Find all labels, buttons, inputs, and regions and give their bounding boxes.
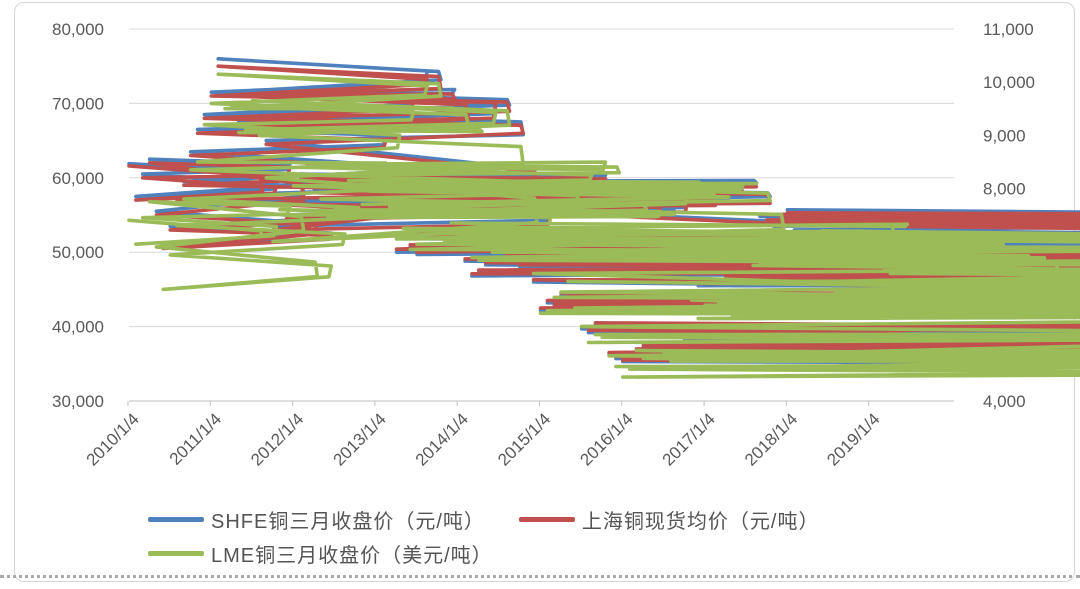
legend-item-spot: 上海铜现货均价（元/吨） — [518, 505, 820, 534]
x-axis-tick-label: 2015/1/4 — [494, 409, 554, 469]
left-axis-tick-label: 70,000 — [52, 94, 104, 113]
legend-label-spot: 上海铜现货均价（元/吨） — [581, 511, 820, 533]
legend-dash-spot — [518, 517, 575, 522]
x-axis-tick-label: 2016/1/4 — [576, 409, 636, 469]
legend-item-lme: LME铜三月收盘价（美元/吨） — [148, 539, 493, 568]
left-axis-tick-label: 80,000 — [52, 20, 104, 39]
right-axis-tick-label: 4,000 — [983, 392, 1026, 411]
left-axis-tick-label: 60,000 — [52, 169, 104, 188]
right-axis-tick-label: 9,000 — [983, 126, 1026, 145]
legend-row-1: SHFE铜三月收盘价（元/吨） 上海铜现货均价（元/吨） — [148, 505, 819, 534]
legend-label-lme: LME铜三月收盘价（美元/吨） — [211, 545, 493, 567]
x-axis-tick-label: 2010/1/4 — [83, 409, 143, 469]
legend-label-shfe: SHFE铜三月收盘价（元/吨） — [211, 511, 485, 533]
x-axis-tick-label: 2013/1/4 — [329, 409, 389, 469]
left-axis-tick-label: 50,000 — [52, 243, 104, 262]
x-axis-tick-label: 2019/1/4 — [823, 409, 883, 469]
right-axis-tick-label: 10,000 — [983, 73, 1035, 92]
bottom-dotted-divider — [0, 575, 1080, 578]
x-axis-tick-label: 2012/1/4 — [247, 409, 307, 469]
left-axis-tick-label: 40,000 — [52, 318, 104, 337]
x-axis-tick-label: 2011/1/4 — [166, 409, 225, 468]
right-axis-tick-label: 11,000 — [983, 20, 1034, 39]
legend-dash-shfe — [148, 517, 204, 522]
legend-item-shfe: SHFE铜三月收盘价（元/吨） — [148, 505, 485, 534]
x-axis-tick-label: 2018/1/4 — [741, 409, 801, 469]
left-axis-tick-label: 30,000 — [52, 392, 104, 411]
legend-dash-lme — [148, 551, 204, 556]
legend-row-2: LME铜三月收盘价（美元/吨） — [148, 539, 493, 568]
right-axis-tick-label: 8,000 — [983, 179, 1026, 198]
x-axis-tick-label: 2017/1/4 — [659, 409, 719, 469]
series-line-lme — [127, 72, 1080, 379]
x-axis-tick-label: 2014/1/4 — [412, 409, 472, 469]
